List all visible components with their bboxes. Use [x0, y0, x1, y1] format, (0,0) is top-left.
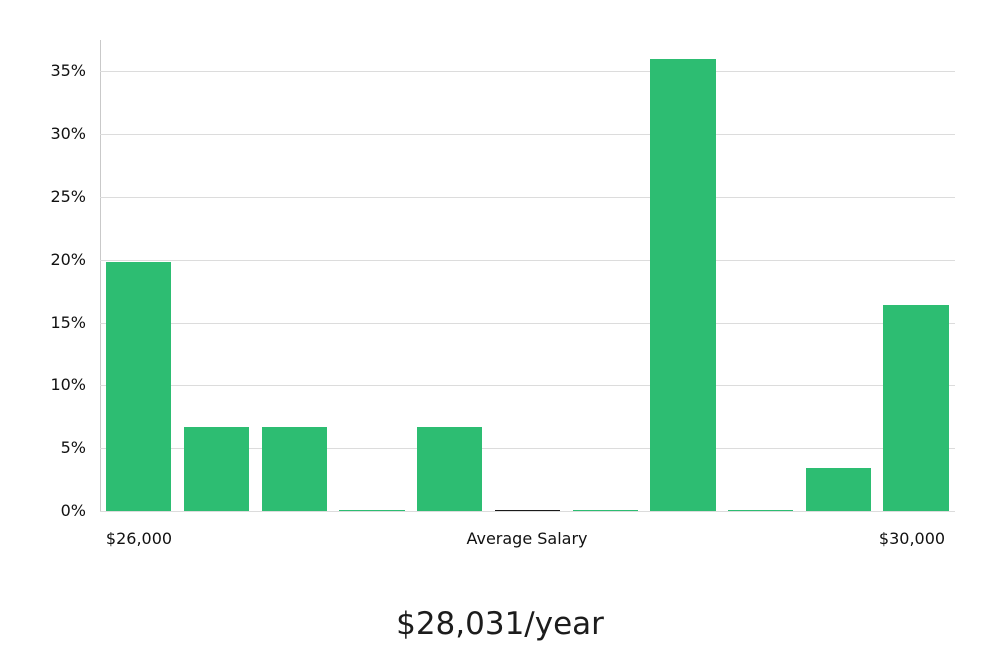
y-tick-label-35: 35% — [50, 61, 86, 81]
salary-bar-3 — [261, 426, 327, 511]
plot-area — [100, 40, 955, 512]
y-tick-label-10: 10% — [50, 375, 86, 395]
gridline-25pct — [100, 197, 955, 198]
salary-bar-5 — [417, 426, 483, 511]
gridline-0pct — [100, 511, 955, 512]
y-axis-spine — [100, 40, 101, 512]
y-tick-label-30: 30% — [50, 124, 86, 144]
y-axis-tick-labels: 0% 5% 10% 15% 20% 25% 30% 35% — [0, 40, 86, 520]
salary-bar-2 — [183, 426, 250, 511]
y-tick-label-25: 25% — [50, 187, 86, 206]
gridline-35pct — [100, 71, 955, 73]
salary-bar-1 — [106, 262, 172, 511]
salary-bar-11 — [883, 305, 949, 511]
y-tick-label-15: 15% — [50, 312, 86, 332]
salary-bar-9 — [728, 509, 794, 511]
y-tick-label-20: 20% — [50, 249, 86, 269]
gridline-5pct — [100, 448, 955, 450]
salary-bar-10 — [805, 468, 872, 511]
gridline-15pct — [100, 322, 955, 324]
x-axis-label-average-salary: Average Salary — [466, 529, 588, 548]
salary-bar-7 — [572, 509, 638, 511]
chart-title-average-salary-value: $28,031/year — [396, 606, 604, 642]
y-tick-label-5: 5% — [60, 438, 86, 458]
y-tick-label-0: 0% — [60, 501, 86, 520]
gridline-20pct — [100, 259, 955, 261]
x-axis-label-min-salary: $26,000 — [105, 529, 173, 548]
salary-bar-4 — [339, 509, 405, 511]
salary-bar-6 — [494, 509, 561, 511]
x-axis-label-max-salary: $30,000 — [878, 529, 946, 548]
salary-bar-8 — [650, 58, 716, 511]
gridline-10pct — [100, 385, 955, 387]
gridline-30pct — [100, 134, 955, 136]
